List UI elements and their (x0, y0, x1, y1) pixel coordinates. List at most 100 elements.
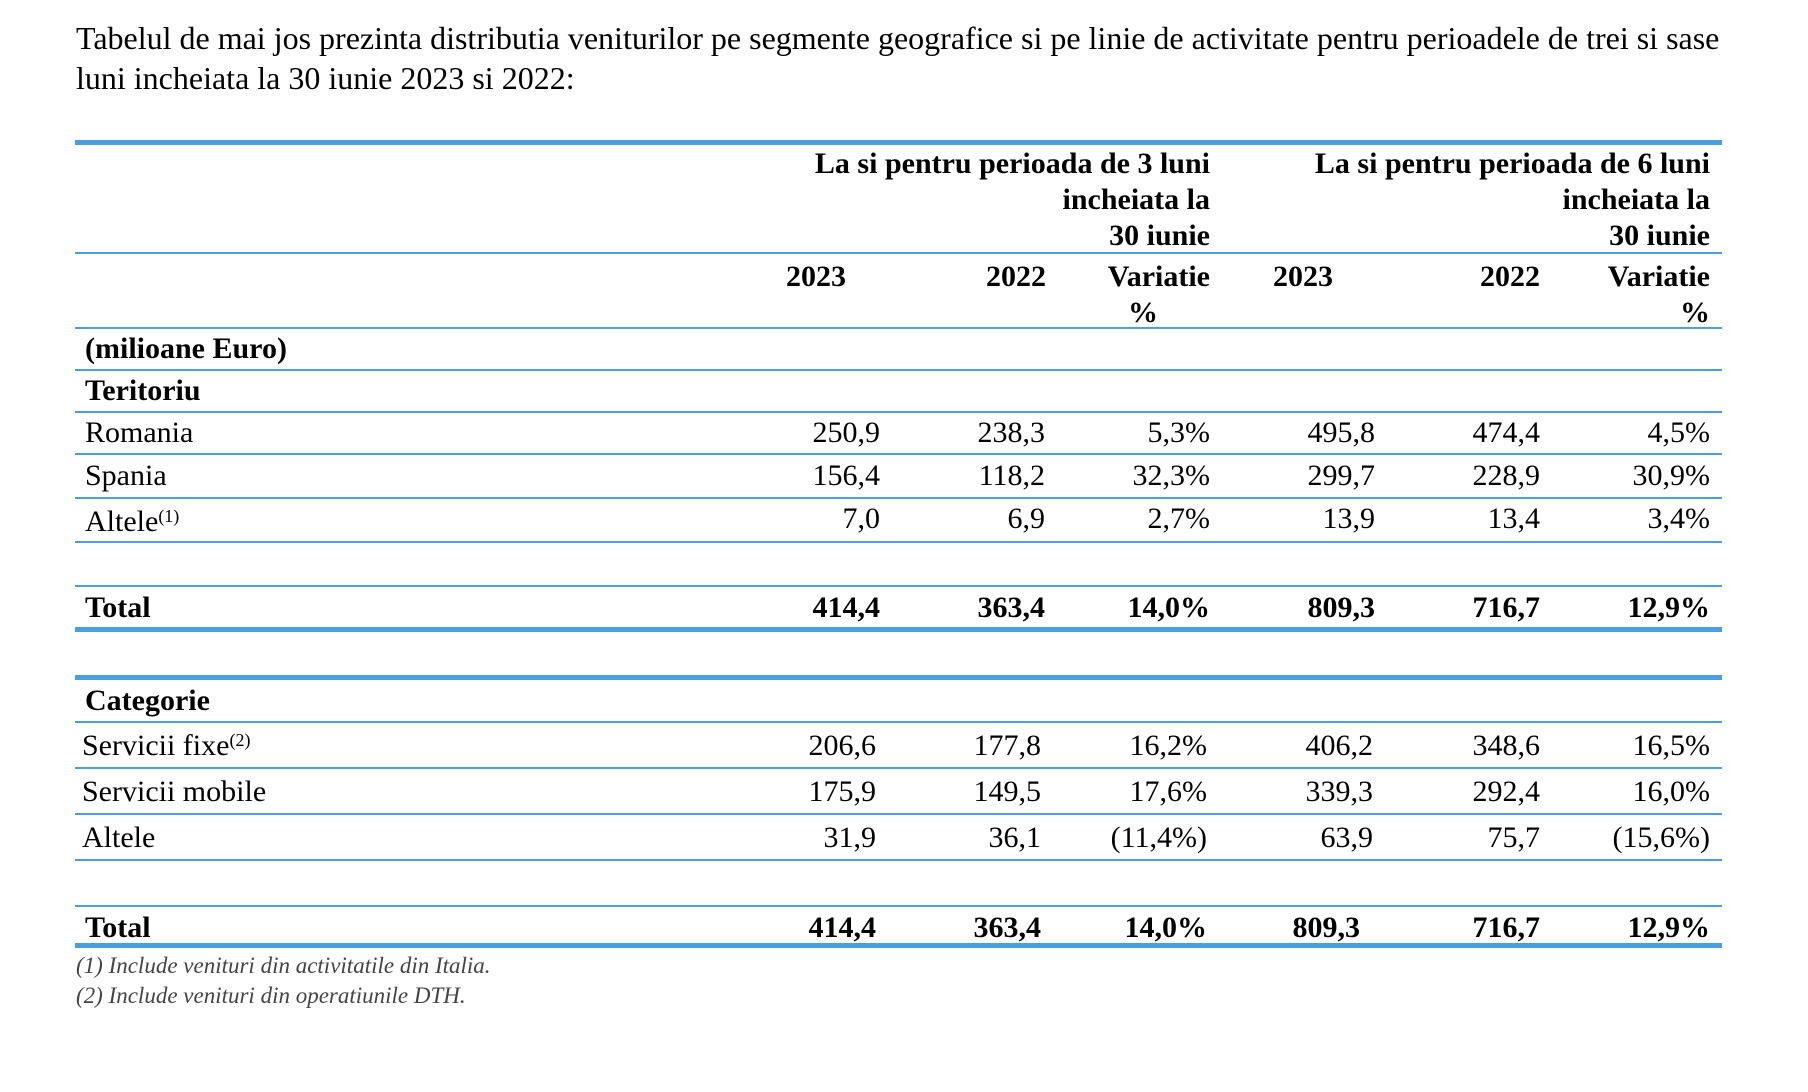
cell-value: 3,4% (1647, 502, 1711, 535)
total-value: 363,4 (973, 911, 1042, 944)
total-value: 12,9% (1627, 591, 1711, 624)
row-label: Altele(1) (85, 504, 179, 540)
cell-value: 238,3 (977, 416, 1046, 449)
col-header-2022-6m: 2022 (1480, 260, 1540, 293)
header-bottom-rule (75, 327, 1722, 329)
group-header-line: incheiata la (1062, 183, 1211, 216)
total-value: 414,4 (812, 591, 881, 624)
row-label: Romania (85, 416, 194, 449)
cell-value: 13,9 (1322, 502, 1376, 535)
territory-title: Teritoriu (85, 374, 201, 407)
table-top-rule (75, 140, 1722, 145)
table-bottom-rule (75, 943, 1722, 948)
group-header-line: La si pentru perioada de 6 luni (1314, 147, 1710, 180)
cell-value: 228,9 (1472, 459, 1541, 492)
cell-value: 206,6 (808, 729, 877, 762)
cell-value: 7,0 (842, 502, 881, 535)
cell-value: 31,9 (823, 821, 877, 854)
cell-value: 5,3% (1147, 416, 1211, 449)
category-title: Categorie (85, 684, 210, 717)
territory-title-rule (75, 411, 1722, 413)
group-header-3-months: La si pentru perioada de 3 luni incheiat… (700, 146, 1210, 254)
territory-total-rule (75, 627, 1722, 632)
row-rule (75, 859, 1722, 861)
total-label: Total (85, 911, 151, 944)
cell-value: 339,3 (1305, 775, 1374, 808)
cell-value: 2,7% (1147, 502, 1211, 535)
col-header-percent: % (1128, 296, 1158, 329)
footnote-ref: (1) (158, 506, 180, 526)
footnote-2: (2) Include venituri din operatiunile DT… (76, 983, 466, 1008)
cell-value: 149,5 (973, 775, 1042, 808)
cell-value: 16,0% (1632, 775, 1711, 808)
total-value: 14,0% (1124, 911, 1208, 944)
cell-value: 6,9 (1007, 502, 1046, 535)
row-label: Altele (82, 821, 156, 854)
cell-value: 250,9 (812, 416, 881, 449)
cell-value: 292,4 (1472, 775, 1541, 808)
group-header-line: incheiata la (1562, 183, 1711, 216)
cell-value: 32,3% (1132, 459, 1211, 492)
cell-value: 348,6 (1472, 729, 1541, 762)
cell-value: 16,5% (1632, 729, 1711, 762)
cell-value: 299,7 (1307, 459, 1376, 492)
header-rule (75, 252, 1722, 254)
row-rule (75, 497, 1722, 499)
cell-value: 75,7 (1487, 821, 1541, 854)
cell-value: 17,6% (1129, 775, 1208, 808)
cell-value: 177,8 (973, 729, 1042, 762)
row-rule (75, 905, 1722, 907)
group-header-line: 30 iunie (1109, 219, 1210, 252)
cell-value: 16,2% (1129, 729, 1208, 762)
total-value: 12,9% (1627, 911, 1711, 944)
total-value: 14,0% (1127, 591, 1211, 624)
category-top-rule (75, 675, 1722, 680)
col-header-percent: % (1680, 296, 1710, 329)
group-header-6-months: La si pentru perioada de 6 luni incheiat… (1200, 146, 1710, 254)
cell-value: 30,9% (1632, 459, 1711, 492)
total-label: Total (85, 591, 151, 624)
cell-value: 175,9 (808, 775, 877, 808)
col-header-variatie-3m: Variatie % (1060, 259, 1210, 331)
cell-value: 4,5% (1647, 416, 1711, 449)
row-label: Servicii fixe(2) (82, 728, 250, 764)
category-title-rule (75, 721, 1722, 723)
cell-value: 474,4 (1472, 416, 1541, 449)
col-header-variatie-label: Variatie (1607, 260, 1710, 293)
cell-value: 63,9 (1320, 821, 1374, 854)
col-header-2023-3m: 2023 (786, 260, 846, 293)
cell-value: 118,2 (978, 459, 1045, 492)
col-header-2023-6m: 2023 (1273, 260, 1333, 293)
total-value: 414,4 (808, 911, 877, 944)
unit-label: (milioane Euro) (85, 332, 287, 365)
total-value: 716,7 (1472, 911, 1541, 944)
unit-rule (75, 369, 1722, 371)
total-value: 809,3 (1307, 591, 1376, 624)
group-header-line: La si pentru perioada de 3 luni (814, 147, 1210, 180)
row-rule (75, 767, 1722, 769)
cell-value: 36,1 (988, 821, 1042, 854)
cell-value: 406,2 (1305, 729, 1374, 762)
row-rule (75, 541, 1722, 543)
row-label-text: Servicii fixe (82, 729, 230, 762)
row-label-text: Altele (85, 505, 159, 538)
row-rule (75, 813, 1722, 815)
row-rule (75, 453, 1722, 455)
row-label: Spania (85, 459, 167, 492)
cell-value: (15,6%) (1612, 821, 1710, 854)
total-value: 716,7 (1472, 591, 1541, 624)
col-header-variatie-label: Variatie (1107, 260, 1210, 293)
row-label: Servicii mobile (82, 775, 267, 808)
cell-value: 156,4 (812, 459, 881, 492)
cell-value: (11,4%) (1110, 821, 1207, 854)
total-value: 363,4 (977, 591, 1046, 624)
intro-paragraph: Tabelul de mai jos prezinta distributia … (76, 20, 1720, 96)
col-header-variatie-6m: Variatie % (1560, 259, 1710, 331)
cell-value: 495,8 (1307, 416, 1376, 449)
row-rule (75, 585, 1722, 587)
footnote-ref: (2) (229, 730, 251, 750)
cell-value: 13,4 (1487, 502, 1541, 535)
group-header-line: 30 iunie (1609, 219, 1710, 252)
footnote-1: (1) Include venituri din activitatile di… (76, 953, 491, 978)
col-header-2022-3m: 2022 (986, 260, 1046, 293)
